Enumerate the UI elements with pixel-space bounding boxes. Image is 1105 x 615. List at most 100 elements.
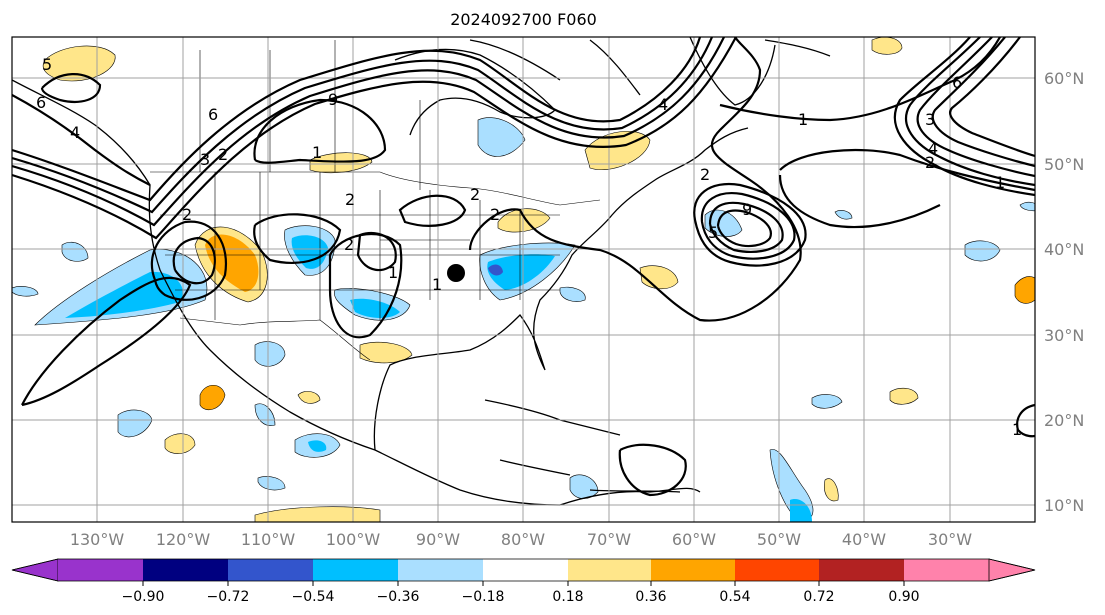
contour-label: 4 (658, 95, 668, 114)
contour-label: 1 (1012, 420, 1022, 439)
strong-negative-patch (308, 440, 327, 452)
contour-label: 4 (928, 139, 938, 158)
colorbar-segment (228, 559, 313, 581)
positive-anomaly-patch (199, 384, 226, 411)
contour-line (931, 37, 1035, 168)
contour-line (708, 201, 784, 253)
contour-line (328, 233, 403, 339)
contour-line (398, 194, 467, 227)
lon-label: 70°W (587, 530, 631, 549)
contour-labels: 5 6 4 6 3 2 1 9 2 2 2 1 1 4 5 1 6 3 4 2 … (36, 55, 1022, 439)
map-title: 2024092700 F060 (450, 10, 597, 29)
contour-label: 6 (36, 93, 46, 112)
colorbar-tick-label: −0.18 (462, 589, 505, 605)
negative-anomaly-patch (834, 210, 853, 220)
contour-line (12, 37, 725, 227)
lon-label: 50°W (757, 530, 801, 549)
lon-label: 30°W (928, 530, 972, 549)
lon-label: 120°W (156, 530, 211, 549)
contour-line (150, 220, 228, 301)
colorbar-tick-label: −0.72 (207, 589, 250, 605)
positive-anomaly-patch (1014, 276, 1035, 304)
contour-line (779, 148, 1035, 192)
contour-label: 6 (208, 105, 218, 124)
lat-label: 10°N (1044, 496, 1084, 515)
contour-label: 2 (925, 153, 935, 172)
colorbar-segment (313, 559, 398, 581)
negative-anomaly-patch (704, 209, 743, 237)
negative-anomaly-patch (811, 394, 843, 409)
contour-line (1016, 403, 1035, 438)
contour-label: 9 (742, 200, 752, 219)
negative-anomaly-patch (257, 476, 286, 491)
colorbar-tick-label: −0.90 (122, 589, 165, 605)
positive-anomaly-patch (497, 208, 551, 233)
positive-anomaly-patch (254, 506, 381, 522)
contour-label: 2 (218, 145, 228, 164)
colorbar-tick-label: −0.36 (377, 589, 420, 605)
positive-anomaly-patch (309, 152, 373, 174)
location-marker (447, 264, 465, 282)
colorbar-outline (11, 558, 1036, 582)
contour-label: 2 (700, 165, 710, 184)
contour-label: 1 (798, 110, 808, 129)
negative-anomaly-patch (477, 117, 526, 157)
lat-label: 40°N (1044, 240, 1084, 259)
contour-label: 1 (995, 173, 1005, 192)
negative-anomaly-patch (964, 240, 1001, 262)
lon-label: 100°W (326, 530, 381, 549)
colorbar-tick-label: 0.18 (552, 589, 583, 605)
contour-label: 2 (345, 190, 355, 209)
coastlines (12, 37, 831, 506)
contour-label: 6 (952, 73, 962, 92)
negative-anomaly-patch (569, 474, 599, 499)
positive-anomaly-patch (297, 391, 321, 404)
contour-line (893, 37, 1035, 197)
colorbar-segment (568, 559, 651, 581)
contour-line (693, 182, 807, 267)
contour-line (719, 37, 1001, 122)
negative-anomaly-patch (61, 241, 89, 262)
lon-label: 80°W (501, 530, 545, 549)
contour-line (253, 98, 387, 164)
lon-label: 40°W (842, 530, 886, 549)
map-frame (11, 36, 1036, 523)
contour-line (12, 94, 151, 186)
contour-label: 4 (70, 123, 80, 142)
shaded-anomalies (12, 37, 1035, 522)
positive-anomaly-patch (889, 387, 919, 405)
contours (12, 37, 1035, 497)
positive-anomaly-patch (359, 341, 413, 364)
contour-line (618, 443, 687, 497)
colorbar-tick-label: −0.54 (292, 589, 335, 605)
colorbar-segment (58, 559, 143, 581)
colorbar-segment (143, 559, 228, 581)
canada-province-borders (180, 40, 421, 190)
colorbar-tick-label: 0.36 (635, 589, 666, 605)
deep-negative-patch (488, 264, 503, 276)
map-content: 5 6 4 6 3 2 1 9 2 2 2 1 1 4 5 1 6 3 4 2 … (12, 37, 1035, 522)
colorbar-segment (735, 559, 819, 581)
contour-line (904, 37, 1035, 187)
negative-anomaly-patch (254, 341, 286, 367)
contour-label: 2 (470, 185, 480, 204)
contour-line (949, 37, 1035, 158)
contour-line (700, 192, 796, 260)
contour-label: 1 (312, 143, 322, 162)
longitude-labels: 130°W 120°W 110°W 100°W 90°W 80°W 70°W 6… (70, 530, 972, 549)
contour-label: 9 (328, 90, 338, 109)
colorbar: −0.90 −0.72 −0.54 −0.36 −0.18 0.18 0.36 … (11, 558, 1036, 605)
contour-label: 5 (708, 223, 718, 242)
contour-line (12, 37, 702, 202)
strong-negative-patch (291, 235, 328, 269)
contour-line (172, 236, 216, 285)
strong-negative-patch (487, 254, 555, 290)
arctic-islands-coast (469, 39, 831, 96)
negative-anomaly-patch (254, 403, 276, 426)
colorbar-tick-label: 0.54 (719, 589, 750, 605)
colorbar-segment (988, 558, 1036, 582)
lat-label: 30°N (1044, 326, 1084, 345)
contour-line (778, 174, 941, 229)
lat-label: 60°N (1044, 69, 1084, 88)
